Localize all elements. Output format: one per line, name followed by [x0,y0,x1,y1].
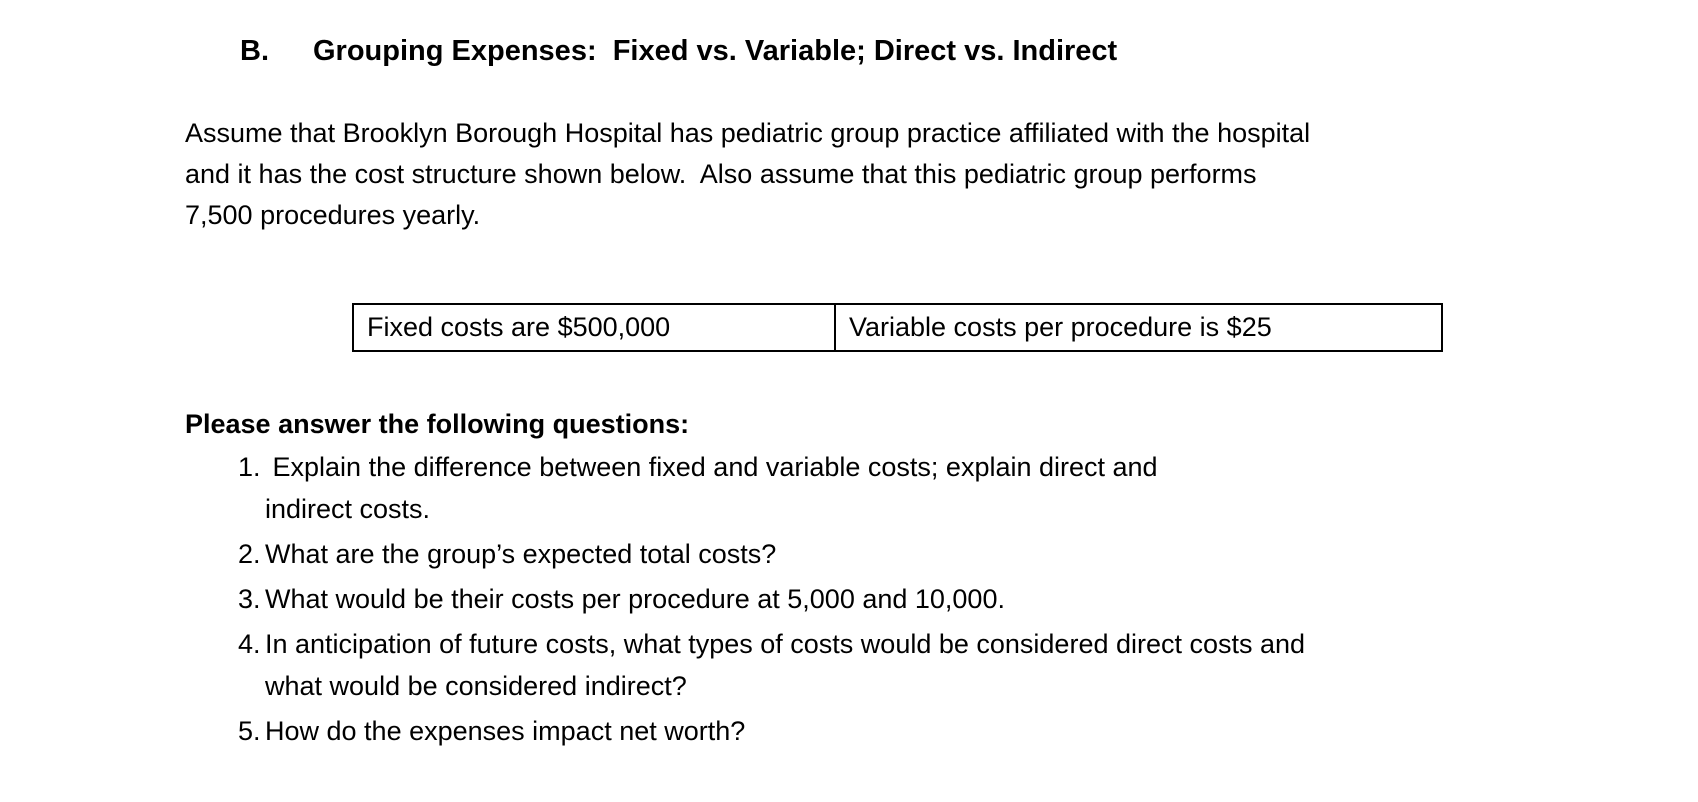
item-number: 5. [238,716,261,746]
list-item-4: 4. In anticipation of future costs, what… [238,623,1305,707]
section-heading: B. Grouping Expenses: Fixed vs. Variable… [240,31,1117,72]
list-item-5: 5. How do the expenses impact net worth? [238,710,1305,752]
intro-paragraph: Assume that Brooklyn Borough Hospital ha… [185,118,1311,230]
list-item-2: 2. What are the group’s expected total c… [238,533,1305,575]
list-item-1: 1. Explain the difference between fixed … [238,446,1305,530]
item-number: 4. [238,629,261,659]
variable-costs-cell: Variable costs per procedure is $25 [834,303,1443,352]
fixed-costs-cell: Fixed costs are $500,000 [352,303,836,352]
questions-heading: Please answer the following questions: [185,409,690,439]
table-row: Fixed costs are $500,000 Variable costs … [352,303,1443,352]
item-text: How do the expenses impact net worth? [265,716,746,746]
questions-list: 1. Explain the difference between fixed … [238,446,1305,755]
item-text: In anticipation of future costs, what ty… [265,629,1306,701]
cost-table: Fixed costs are $500,000 Variable costs … [352,303,1443,352]
section-title: Grouping Expenses: Fixed vs. Variable; D… [313,35,1118,67]
item-number: 1. [238,452,261,482]
item-text: Explain the difference between fixed and… [265,452,1158,524]
item-number: 3. [238,584,261,614]
item-text: What would be their costs per procedure … [265,584,1005,614]
item-text: What are the group’s expected total cost… [265,539,777,569]
item-number: 2. [238,539,261,569]
section-label: B. [240,35,269,67]
list-item-3: 3. What would be their costs per procedu… [238,578,1305,620]
